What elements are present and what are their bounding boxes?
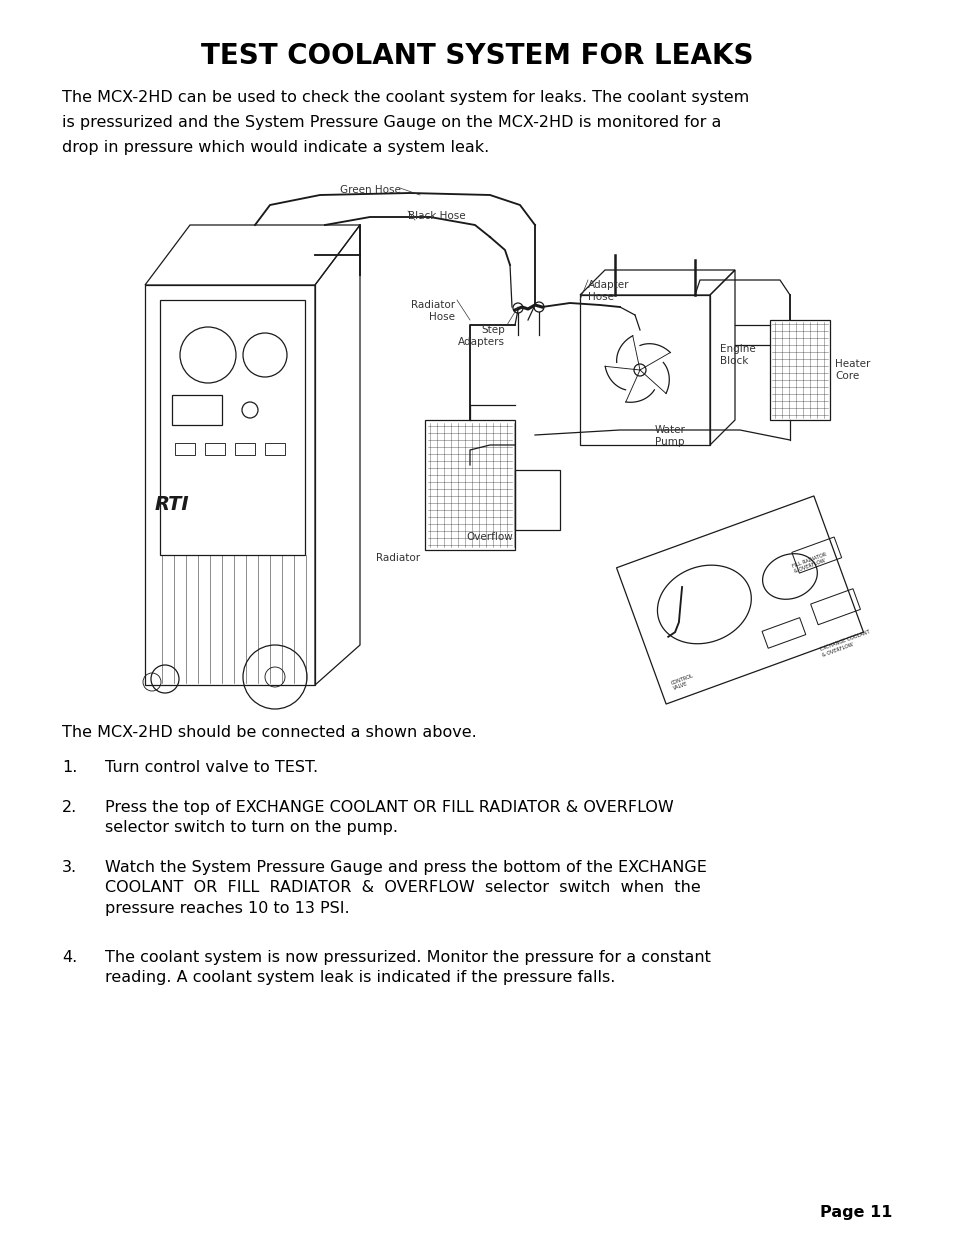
- Text: Page 11: Page 11: [819, 1205, 891, 1220]
- Bar: [174, 443, 194, 454]
- Text: 4.: 4.: [62, 950, 77, 965]
- Text: FILL RADIATOR
& OVERFLOW: FILL RADIATOR & OVERFLOW: [791, 552, 828, 574]
- Bar: [515, 471, 559, 530]
- Text: Press the top of EXCHANGE COOLANT OR FILL RADIATOR & OVERFLOW
selector switch to: Press the top of EXCHANGE COOLANT OR FIL…: [105, 800, 673, 835]
- Bar: [769, 320, 829, 420]
- Text: The MCX-2HD can be used to check the coolant system for leaks. The coolant syste: The MCX-2HD can be used to check the coo…: [62, 90, 748, 105]
- Text: is pressurized and the System Pressure Gauge on the MCX-2HD is monitored for a: is pressurized and the System Pressure G…: [62, 115, 720, 130]
- Text: Engine
Block: Engine Block: [720, 345, 755, 366]
- Text: Step
Adapters: Step Adapters: [457, 325, 504, 347]
- Bar: [265, 443, 285, 454]
- Text: Overflow: Overflow: [466, 532, 513, 542]
- Text: 1.: 1.: [62, 760, 77, 776]
- Text: Turn control valve to TEST.: Turn control valve to TEST.: [105, 760, 317, 776]
- Text: The coolant system is now pressurized. Monitor the pressure for a constant
readi: The coolant system is now pressurized. M…: [105, 950, 710, 986]
- Text: Heater
Core: Heater Core: [834, 359, 869, 380]
- Text: Radiator: Radiator: [375, 553, 419, 563]
- Text: 3.: 3.: [62, 860, 77, 876]
- Text: Radiator
Hose: Radiator Hose: [411, 300, 455, 321]
- Bar: [172, 395, 222, 425]
- Bar: [234, 443, 254, 454]
- Text: CONTROL
VALVE: CONTROL VALVE: [670, 673, 696, 692]
- Text: Green Hose: Green Hose: [339, 185, 400, 195]
- Bar: [205, 443, 225, 454]
- Text: EXCHANGE COOLANT
& OVERFLOW: EXCHANGE COOLANT & OVERFLOW: [819, 630, 872, 657]
- Text: The MCX-2HD should be connected a shown above.: The MCX-2HD should be connected a shown …: [62, 725, 476, 740]
- Text: Adapter
Hose: Adapter Hose: [587, 280, 629, 301]
- Text: Watch the System Pressure Gauge and press the bottom of the EXCHANGE
COOLANT  OR: Watch the System Pressure Gauge and pres…: [105, 860, 706, 916]
- Text: Water
Pump: Water Pump: [655, 425, 685, 447]
- Text: TEST COOLANT SYSTEM FOR LEAKS: TEST COOLANT SYSTEM FOR LEAKS: [200, 42, 753, 70]
- Text: drop in pressure which would indicate a system leak.: drop in pressure which would indicate a …: [62, 140, 489, 156]
- Text: RTI: RTI: [154, 495, 190, 514]
- Bar: [424, 420, 515, 550]
- Text: 2.: 2.: [62, 800, 77, 815]
- Text: Black Hose: Black Hose: [408, 211, 465, 221]
